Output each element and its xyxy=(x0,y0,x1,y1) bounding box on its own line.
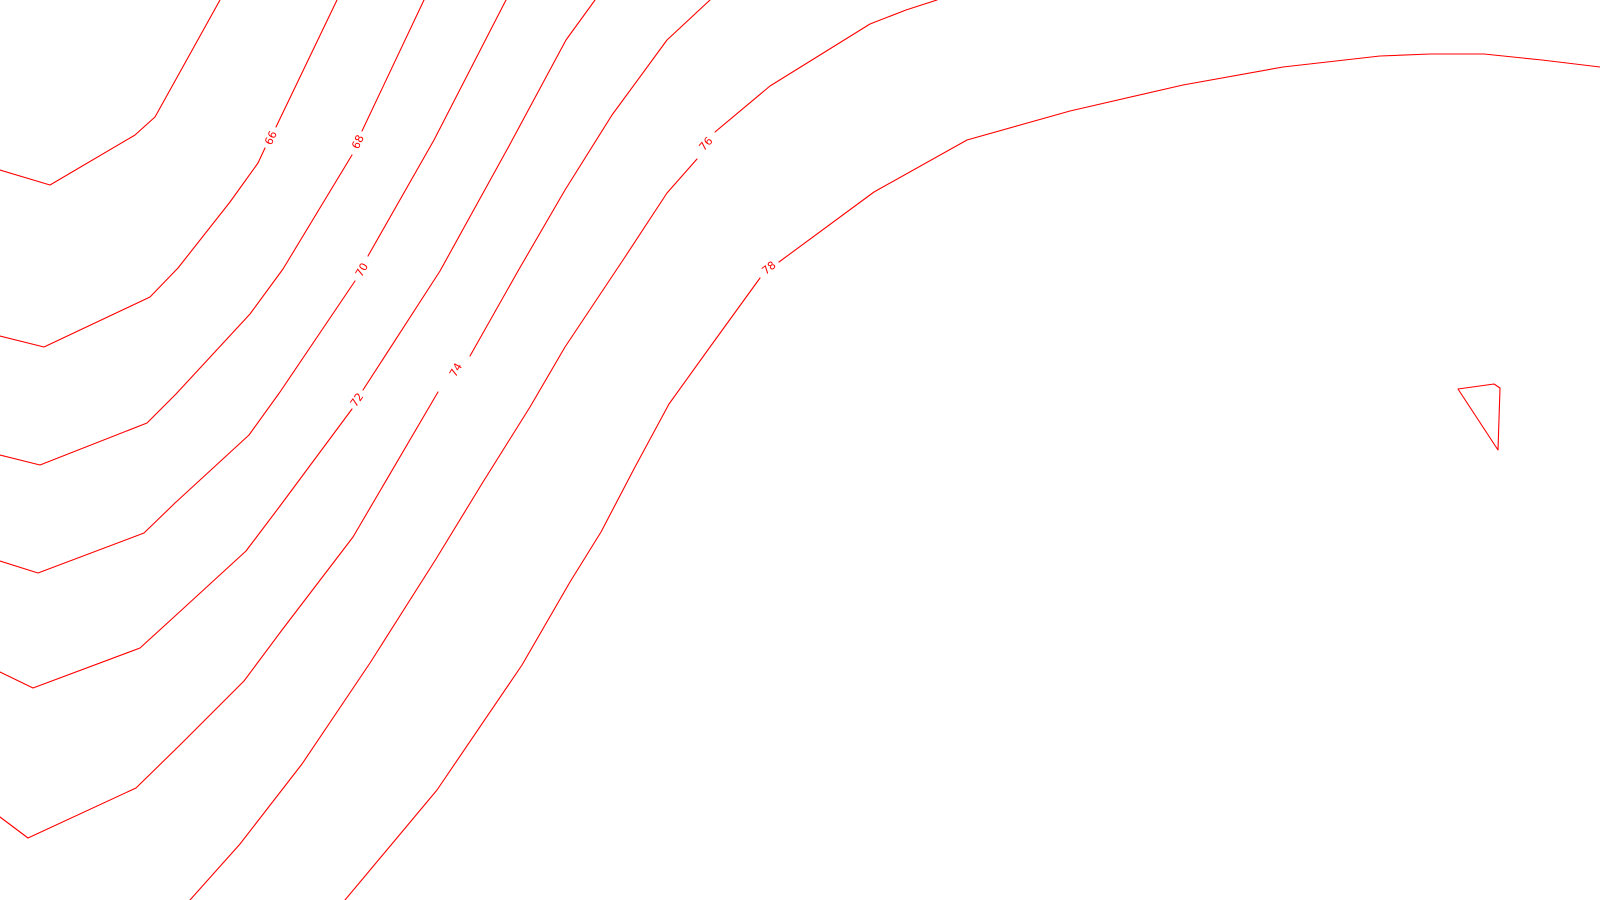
contour-line-66 xyxy=(0,147,266,348)
contour-label-70: 70 xyxy=(353,261,371,280)
contour-label-68: 68 xyxy=(349,133,367,151)
contour-line-66 xyxy=(275,0,338,128)
contour-label-66: 66 xyxy=(262,129,280,147)
contour-line-64 xyxy=(0,0,221,186)
contour-line-76 xyxy=(714,0,938,133)
contour-line-78 xyxy=(344,277,761,900)
contour-line-74 xyxy=(0,391,439,839)
contour-line-72 xyxy=(0,408,353,689)
contour-line-68 xyxy=(361,0,425,132)
contour-line-70 xyxy=(0,280,356,574)
contour-line-68 xyxy=(0,154,353,466)
contour-label-74: 74 xyxy=(447,361,465,380)
contour-line-74 xyxy=(469,0,711,357)
contour-line-70 xyxy=(367,0,507,257)
contour-line-72 xyxy=(362,0,596,391)
contour-line-76 xyxy=(189,158,698,900)
contour-line-78 xyxy=(778,53,1600,263)
contour-line-80 xyxy=(1457,383,1501,451)
